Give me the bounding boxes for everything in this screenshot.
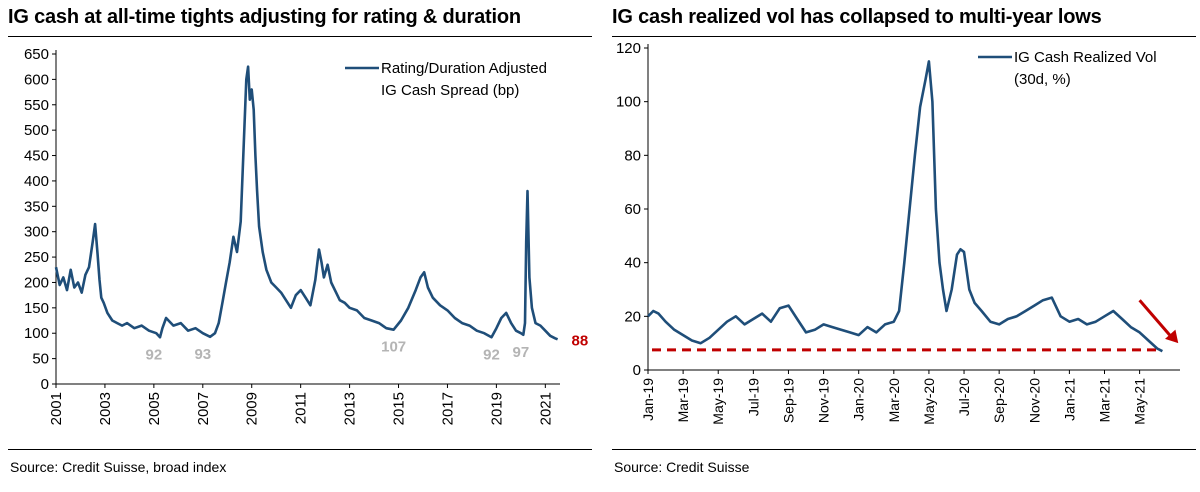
x-tick-label: 2009 [244,392,261,425]
y-tick-label: 550 [24,97,49,114]
y-tick-label: 120 [616,40,641,57]
y-tick-label: 250 [24,249,49,266]
y-tick-label: 50 [32,351,49,368]
x-tick-label: 2001 [48,392,65,425]
current-value-label: 88 [572,332,589,349]
y-tick-label: 80 [624,147,641,164]
title-rule [612,36,1196,37]
x-tick-label: 2015 [391,392,408,425]
y-tick-label: 150 [24,300,49,317]
x-tick-label: 2007 [195,392,212,425]
y-tick-label: 0 [41,376,49,393]
x-tick-label: Jul-20 [956,378,972,416]
vol-chart: 0 20 40 60 80 100 120 Jan-19 Mar-19 May-19 Jul-19 S… [616,40,1180,425]
chart-source: Source: Credit Suisse, broad index [10,459,227,475]
spread-chart: 0 50 100 150 200 250 300 350 400 450 500 550 600 650 2… [24,46,589,425]
legend-label: IG Cash Spread (bp) [381,82,519,99]
x-tick-label: 2013 [342,392,359,425]
x-tick-label: 2021 [537,392,554,425]
x-tick-label: Sep-19 [780,378,796,423]
title-rule [8,36,592,37]
y-tick-label: 100 [24,325,49,342]
y-tick-label: 200 [24,274,49,291]
legend-label: (30d, %) [1014,71,1071,88]
legend-label: IG Cash Realized Vol [1014,49,1157,66]
source-rule [8,449,592,450]
x-tick-label: Jan-21 [1061,378,1077,421]
right-chart-panel: IG cash realized vol has collapsed to mu… [604,0,1200,492]
x-tick-label: 2005 [146,392,163,425]
x-tick-label: Mar-19 [675,378,691,423]
trough-value-label: 93 [194,346,211,363]
y-tick-label: 600 [24,71,49,88]
trough-value-label: 107 [381,339,406,356]
series-line [647,60,1163,353]
x-tick-label: May-20 [921,378,937,425]
trend-arrow-head [1165,329,1179,344]
legend-label: Rating/Duration Adjusted [381,60,547,77]
x-tick-label: May-21 [1132,378,1148,425]
x-tick-label: Jan-19 [640,378,656,421]
y-tick-label: 60 [624,201,641,218]
x-tick-label: Jul-19 [745,378,761,416]
y-tick-label: 400 [24,173,49,190]
x-tick-label: Nov-19 [816,378,832,423]
y-tick-label: 100 [616,94,641,111]
y-tick-label: 40 [624,255,641,272]
y-tick-label: 0 [633,362,641,379]
y-tick-label: 300 [24,224,49,241]
x-tick-label: 2003 [97,392,114,425]
x-tick-label: Mar-20 [886,378,902,423]
chart-title: IG cash at all-time tights adjusting for… [8,6,521,28]
y-tick-label: 20 [624,308,641,325]
trend-arrow-shaft [1138,299,1175,341]
x-tick-label: Nov-20 [1026,378,1042,423]
chart-title: IG cash realized vol has collapsed to mu… [612,6,1102,28]
source-rule [612,449,1196,450]
trough-value-label: 92 [146,346,163,363]
y-tick-label: 350 [24,198,49,215]
x-tick-label: Mar-21 [1097,378,1113,423]
series-line [54,65,559,341]
x-tick-label: Sep-20 [991,378,1007,423]
x-tick-label: Jan-20 [851,378,867,421]
x-tick-label: 2019 [488,392,505,425]
trough-value-label: 97 [513,344,530,361]
left-chart-panel: IG cash at all-time tights adjusting for… [0,0,596,492]
x-tick-label: 2017 [439,392,456,425]
chart-source: Source: Credit Suisse [614,459,750,475]
y-tick-label: 500 [24,122,49,139]
x-tick-label: May-19 [710,378,726,425]
y-tick-label: 650 [24,46,49,63]
trough-value-label: 92 [483,346,500,363]
y-tick-label: 450 [24,148,49,165]
x-tick-label: 2011 [293,392,310,424]
